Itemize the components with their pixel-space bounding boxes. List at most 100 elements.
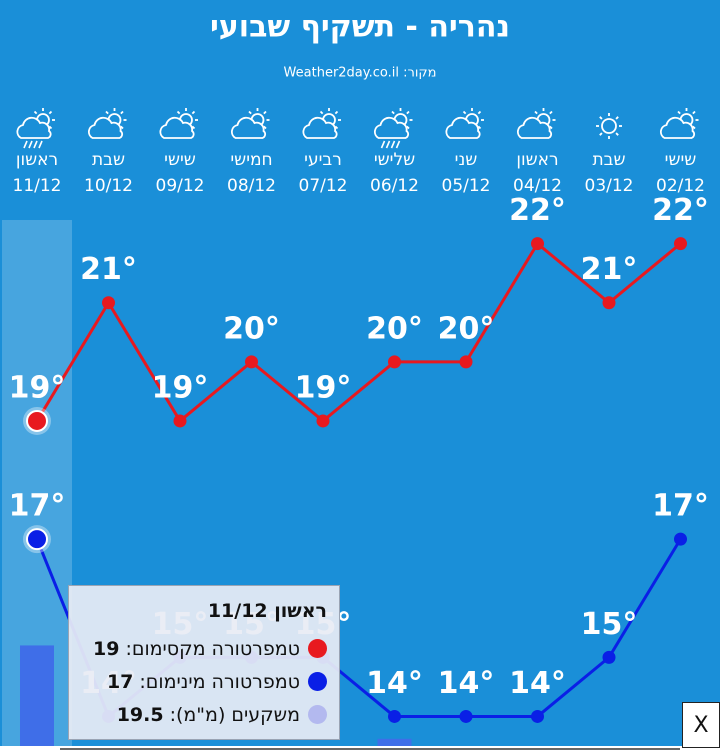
icon-ray xyxy=(120,110,124,115)
weather-icon xyxy=(16,108,55,149)
icon-ray xyxy=(692,125,696,130)
icon-rain xyxy=(23,140,28,149)
weather-icon xyxy=(596,113,622,139)
precip-bar xyxy=(377,738,412,746)
value-label: 19° xyxy=(295,370,352,405)
date-label: 04/12 xyxy=(513,176,562,196)
tooltip-title: ראשון 11/12 xyxy=(79,600,327,622)
chart-title: נהריה - תשקיף שבועי xyxy=(210,10,510,45)
icon-cloud xyxy=(159,116,195,139)
icon-cloud xyxy=(517,116,553,139)
line xyxy=(35,241,682,424)
point xyxy=(602,296,616,310)
date-label: 08/12 xyxy=(227,176,276,196)
icon-cloud xyxy=(302,116,338,139)
point xyxy=(459,355,473,369)
icon-ray xyxy=(33,110,38,115)
weather-icon xyxy=(231,108,270,139)
icon-rain xyxy=(33,140,38,149)
weather-icon xyxy=(445,108,484,139)
weather-icon xyxy=(660,108,699,139)
point xyxy=(674,237,687,251)
icon-rain xyxy=(28,140,33,149)
weather-icon xyxy=(374,108,413,149)
icon-ray xyxy=(334,110,339,115)
day-name: שבת xyxy=(92,150,125,170)
point xyxy=(316,414,330,428)
day-name: שישי xyxy=(665,150,697,170)
icon-ray xyxy=(391,110,395,115)
icon-ray xyxy=(692,110,696,115)
icon-rain xyxy=(380,140,386,149)
date-label: 11/12 xyxy=(13,176,62,196)
date-label: 10/12 xyxy=(84,176,133,196)
tooltip: ראשון 11/12 טמפרטורה מקסימום: 19 טמפרטורה … xyxy=(68,585,340,740)
date-label: 05/12 xyxy=(442,176,491,196)
tooltip-date: 11/12 xyxy=(207,600,268,622)
point xyxy=(102,296,115,310)
value-label: 17° xyxy=(9,489,66,524)
value-label: 14° xyxy=(366,666,423,701)
tooltip-value: 19.5 xyxy=(116,703,164,726)
icon-rain xyxy=(390,140,396,149)
value-label: 22° xyxy=(652,193,709,228)
value-label: 21° xyxy=(581,252,638,287)
date-label: 02/12 xyxy=(656,176,705,196)
icon-ray xyxy=(191,125,196,130)
icon-ray xyxy=(477,125,482,130)
tooltip-value: 17 xyxy=(106,670,134,693)
icon-ray xyxy=(462,110,467,115)
day-name: ראשון xyxy=(516,150,558,170)
weather-icon xyxy=(517,108,556,139)
icon-ray xyxy=(263,125,267,130)
icon-ray xyxy=(677,110,681,115)
icon-ray xyxy=(599,132,603,136)
day-name: שלישי xyxy=(374,150,415,170)
icon-ray xyxy=(334,125,339,130)
point xyxy=(674,532,687,546)
value-label: 17° xyxy=(652,489,709,524)
icon-cloud xyxy=(231,116,267,139)
icon-ray xyxy=(615,132,619,136)
close-button[interactable]: X xyxy=(682,702,720,748)
point xyxy=(388,355,401,369)
date-label: 03/12 xyxy=(585,176,634,196)
point xyxy=(26,409,48,432)
day-name: שישי xyxy=(164,150,196,170)
icon-ray xyxy=(477,110,482,115)
point xyxy=(531,237,544,251)
icon-cloud xyxy=(445,116,481,139)
day-name: ראשון xyxy=(16,150,58,170)
icon-ray xyxy=(549,110,553,115)
value-label: 14° xyxy=(509,666,566,701)
point xyxy=(531,709,544,723)
icon-ray xyxy=(549,125,553,130)
date-label: 06/12 xyxy=(370,176,419,196)
tooltip-row: טמפרטורה מקסימום: 19 xyxy=(79,632,327,665)
value-label: 20° xyxy=(438,311,495,346)
icon-rain xyxy=(38,140,43,149)
value-label: 20° xyxy=(366,311,423,346)
point xyxy=(245,355,258,369)
point xyxy=(602,650,616,664)
icon-cloud xyxy=(374,116,410,139)
tooltip-row: משקעים (מ"מ): 19.5 xyxy=(79,698,327,731)
icon-ray xyxy=(48,125,53,130)
icon-ray xyxy=(406,125,410,130)
icon-rain xyxy=(385,140,391,149)
day-name: שני xyxy=(455,150,478,170)
value-label: 15° xyxy=(581,607,638,642)
weather-icon xyxy=(302,108,341,139)
icon-ray xyxy=(48,110,53,115)
icon-rain xyxy=(395,140,401,149)
date-label: 09/12 xyxy=(156,176,205,196)
date-label: 07/12 xyxy=(299,176,348,196)
icon-ray xyxy=(176,110,181,115)
icon-ray xyxy=(263,110,267,115)
point xyxy=(173,414,187,428)
tooltip-label: טמפרטורה מקסימום: xyxy=(125,637,300,660)
icon-ray xyxy=(615,116,619,120)
point xyxy=(459,709,473,723)
icon-ray xyxy=(191,110,196,115)
